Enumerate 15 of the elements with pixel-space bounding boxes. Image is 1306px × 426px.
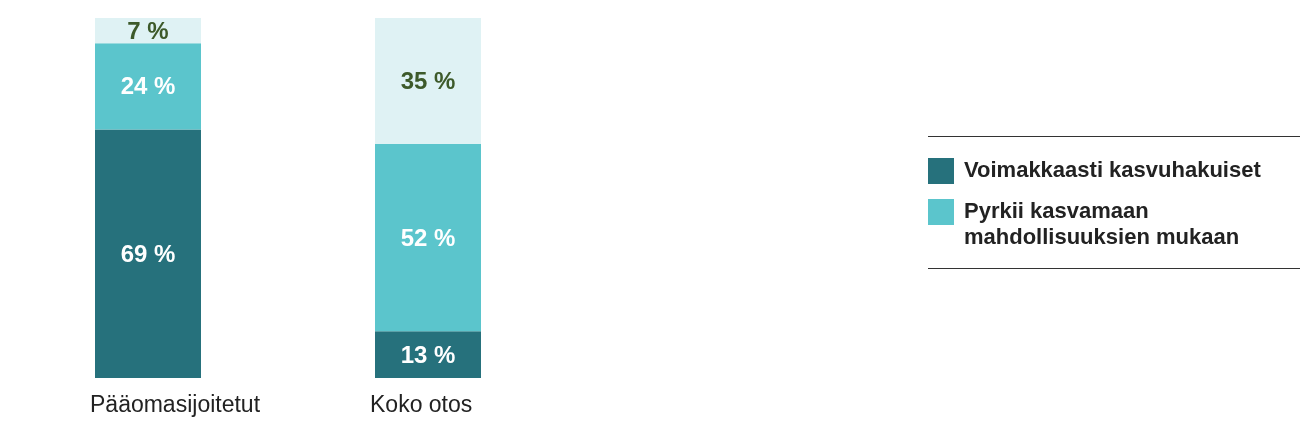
data-label: 7 % [127,16,169,44]
bar [375,144,481,332]
data-label: 52 % [400,223,456,251]
legend-label: Voimakkaasti kasvuhakuiset [964,157,1261,183]
legend-label: Pyrkii kasvamaan mahdollisuuksien mukaan [964,198,1241,250]
data-label: 69 % [120,239,176,267]
x-tick-label: Koko otos [370,391,473,417]
bar [375,331,481,378]
x-tick-label: Pääomasijoitetut [90,391,261,417]
bar [95,43,201,130]
data-label: 24 % [120,72,176,100]
data-label: 13 % [400,340,456,368]
data-label: 35 % [400,67,456,94]
bar [95,129,201,378]
bar [375,18,481,144]
